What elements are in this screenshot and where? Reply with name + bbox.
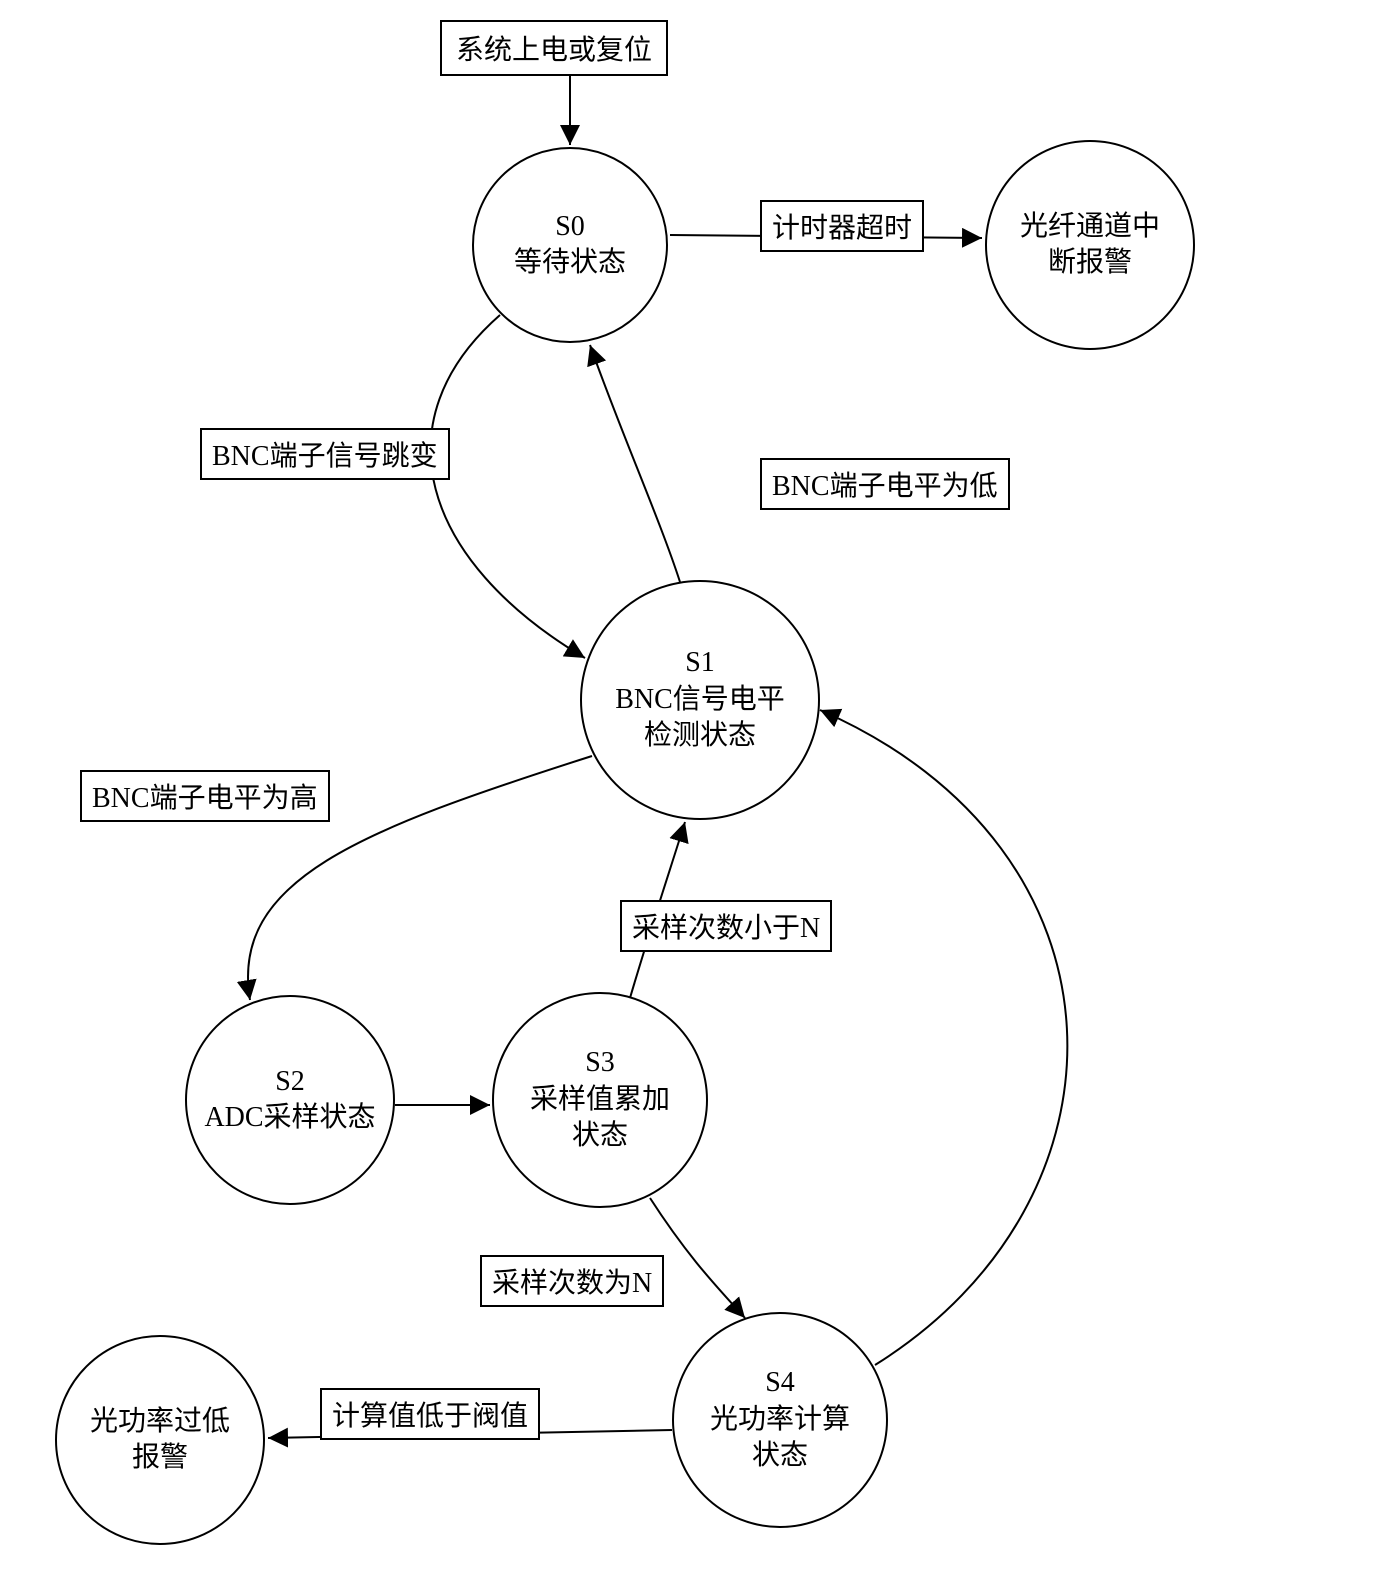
state-s0: S0 等待状态 [472, 147, 668, 343]
state-s4: S4 光功率计算 状态 [672, 1312, 888, 1528]
state-s1: S1 BNC信号电平 检测状态 [580, 580, 820, 820]
state-s4-l2: 光功率计算 [710, 1402, 850, 1438]
edge-label-s1-s0: BNC端子电平为低 [760, 458, 1010, 510]
edge-label-s3-s1: 采样次数小于N [620, 900, 832, 952]
power-alarm-l2: 报警 [132, 1440, 188, 1476]
edge-s3-s4 [650, 1198, 745, 1318]
edge-label-s0-alarm: 计时器超时 [760, 200, 924, 252]
start-box: 系统上电或复位 [440, 20, 668, 76]
start-box-label: 系统上电或复位 [456, 35, 652, 66]
edge-label-s4-alarm: 计算值低于阀值 [320, 1388, 540, 1440]
edge-s4-s1 [820, 710, 1067, 1365]
power-alarm-l1: 光功率过低 [90, 1404, 230, 1440]
state-s1-l2: BNC信号电平 [615, 682, 785, 718]
state-s3-l3: 状态 [572, 1118, 628, 1154]
state-s4-l3: 状态 [752, 1438, 808, 1474]
fiber-alarm-l1: 光纤通道中 [1020, 209, 1160, 245]
state-s1-id: S1 [685, 645, 715, 681]
state-s0-label: 等待状态 [514, 245, 626, 281]
state-power-alarm: 光功率过低 报警 [55, 1335, 265, 1545]
state-s3-l2: 采样值累加 [530, 1082, 670, 1118]
state-s2: S2 ADC采样状态 [185, 995, 395, 1205]
state-s0-id: S0 [555, 209, 585, 245]
edge-label-s0-s1: BNC端子信号跳变 [200, 428, 450, 480]
edge-s1-s0 [590, 345, 680, 582]
edge-label-s1-s2: BNC端子电平为高 [80, 770, 330, 822]
fiber-alarm-l2: 断报警 [1048, 245, 1132, 281]
edge-label-s3-s4: 采样次数为N [480, 1255, 664, 1307]
state-s4-id: S4 [765, 1365, 795, 1401]
state-s3-id: S3 [585, 1045, 615, 1081]
state-s3: S3 采样值累加 状态 [492, 992, 708, 1208]
state-s1-l3: 检测状态 [644, 718, 756, 754]
state-s2-id: S2 [275, 1064, 305, 1100]
state-s2-label: ADC采样状态 [204, 1100, 375, 1136]
edge-s0-s1 [431, 315, 585, 658]
state-fiber-alarm: 光纤通道中 断报警 [985, 140, 1195, 350]
